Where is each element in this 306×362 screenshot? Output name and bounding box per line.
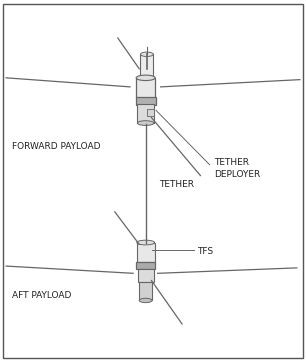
Bar [136, 78, 155, 98]
Text: TETHER
DEPLOYER: TETHER DEPLOYER [214, 158, 260, 179]
Ellipse shape [140, 52, 153, 56]
Bar [147, 109, 154, 116]
Bar [136, 97, 156, 105]
Text: TETHER: TETHER [159, 180, 194, 189]
Ellipse shape [137, 240, 155, 245]
Bar [140, 54, 153, 80]
Ellipse shape [145, 53, 149, 55]
Bar [137, 104, 154, 123]
Text: FORWARD PAYLOAD: FORWARD PAYLOAD [12, 142, 101, 151]
Bar [139, 282, 152, 300]
Ellipse shape [136, 75, 155, 80]
Ellipse shape [137, 121, 154, 126]
Text: TFS: TFS [197, 247, 214, 256]
Bar [137, 243, 155, 262]
Ellipse shape [140, 77, 153, 82]
Text: AFT PAYLOAD: AFT PAYLOAD [12, 291, 72, 299]
Bar [138, 269, 154, 282]
Bar [136, 262, 155, 269]
Ellipse shape [139, 298, 152, 303]
